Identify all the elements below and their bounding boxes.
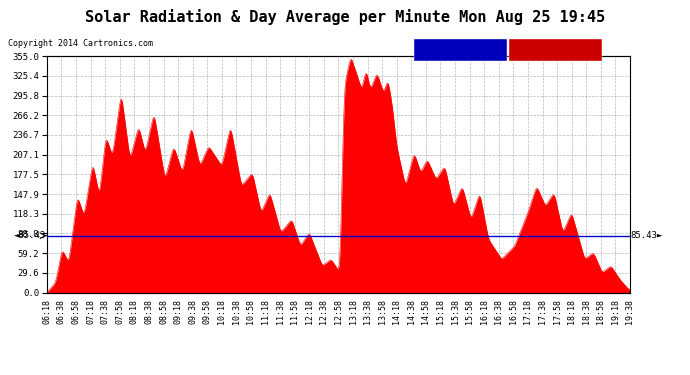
Text: Median (w/m2): Median (w/m2) bbox=[428, 46, 493, 55]
Text: Solar Radiation & Day Average per Minute Mon Aug 25 19:45: Solar Radiation & Day Average per Minute… bbox=[85, 9, 605, 26]
Text: Copyright 2014 Cartronics.com: Copyright 2014 Cartronics.com bbox=[8, 39, 153, 48]
Text: Radiation (w/m2): Radiation (w/m2) bbox=[515, 46, 595, 55]
Text: 85.43►: 85.43► bbox=[631, 231, 663, 240]
Text: ◄85.43: ◄85.43 bbox=[14, 231, 46, 240]
